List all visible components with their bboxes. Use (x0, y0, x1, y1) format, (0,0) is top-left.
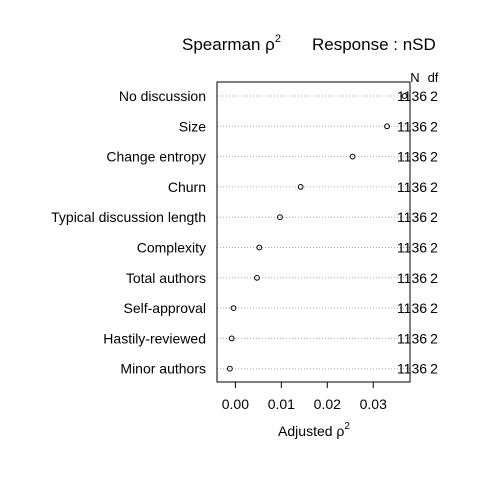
df-value: 2 (430, 149, 438, 165)
gridlines (217, 95, 410, 370)
df-value: 2 (430, 330, 438, 346)
data-point (401, 93, 408, 99)
row-labels: No discussion Size Change entropy Churn Typi… (51, 88, 206, 377)
n-value: 1136 (397, 118, 427, 134)
row-label: Total authors (126, 270, 206, 286)
row-label: Complexity (137, 240, 206, 256)
column-header-n: N (410, 70, 419, 85)
x-tick-label: 0.02 (314, 396, 341, 412)
n-value: 1136 (397, 88, 427, 104)
title-right: Response : nSD (312, 35, 436, 54)
n-value: 1136 (397, 149, 427, 165)
row-label: Size (179, 118, 206, 134)
plot-frame (216, 81, 411, 383)
row-label: Typical discussion length (51, 209, 206, 225)
data-point (256, 244, 263, 251)
data-point (384, 123, 390, 130)
data-points (226, 93, 408, 372)
df-value: 2 (430, 240, 438, 256)
data-point (230, 305, 237, 312)
df-value: 2 (430, 300, 438, 316)
row-label: Hastily-reviewed (103, 330, 206, 346)
n-value: 1136 (397, 209, 427, 225)
df-value: 2 (430, 118, 438, 134)
data-point (277, 214, 283, 221)
df-value: 2 (430, 361, 438, 377)
df-value: 2 (430, 88, 438, 104)
df-value: 2 (430, 270, 438, 286)
n-value: 1136 (397, 300, 427, 316)
x-tick-label: 0.03 (360, 396, 387, 412)
data-point (226, 365, 233, 372)
x-axis: 0.00 0.01 0.02 0.03 (222, 381, 387, 412)
row-label: Change entropy (106, 149, 206, 165)
data-point (228, 335, 235, 342)
df-value: 2 (430, 209, 438, 225)
row-label: No discussion (119, 88, 206, 104)
row-label: Self-approval (124, 300, 207, 316)
title-left: Spearman ρ2 (182, 33, 281, 54)
n-values: 1136 1136 1136 1136 1136 1136 1136 1136 1136 1136 (397, 88, 427, 377)
chart-title: Spearman ρ2 Response : nSD (182, 33, 436, 54)
n-value: 1136 (397, 330, 427, 346)
data-point (297, 184, 304, 190)
x-tick-label: 0.00 (222, 396, 249, 412)
data-point (254, 274, 260, 281)
row-label: Churn (168, 179, 206, 195)
n-value: 1136 (397, 270, 427, 286)
df-value: 2 (430, 179, 438, 195)
data-point (349, 153, 356, 160)
df-values: 2 2 2 2 2 2 2 2 2 2 (430, 88, 438, 377)
x-axis-label: Adjusted ρ2 (278, 421, 350, 439)
n-value: 1136 (397, 240, 427, 256)
row-label: Minor authors (120, 361, 206, 377)
n-value: 1136 (397, 179, 427, 195)
x-tick-label: 0.01 (268, 396, 295, 412)
n-value: 1136 (397, 361, 427, 377)
column-header-df: df (428, 70, 439, 85)
